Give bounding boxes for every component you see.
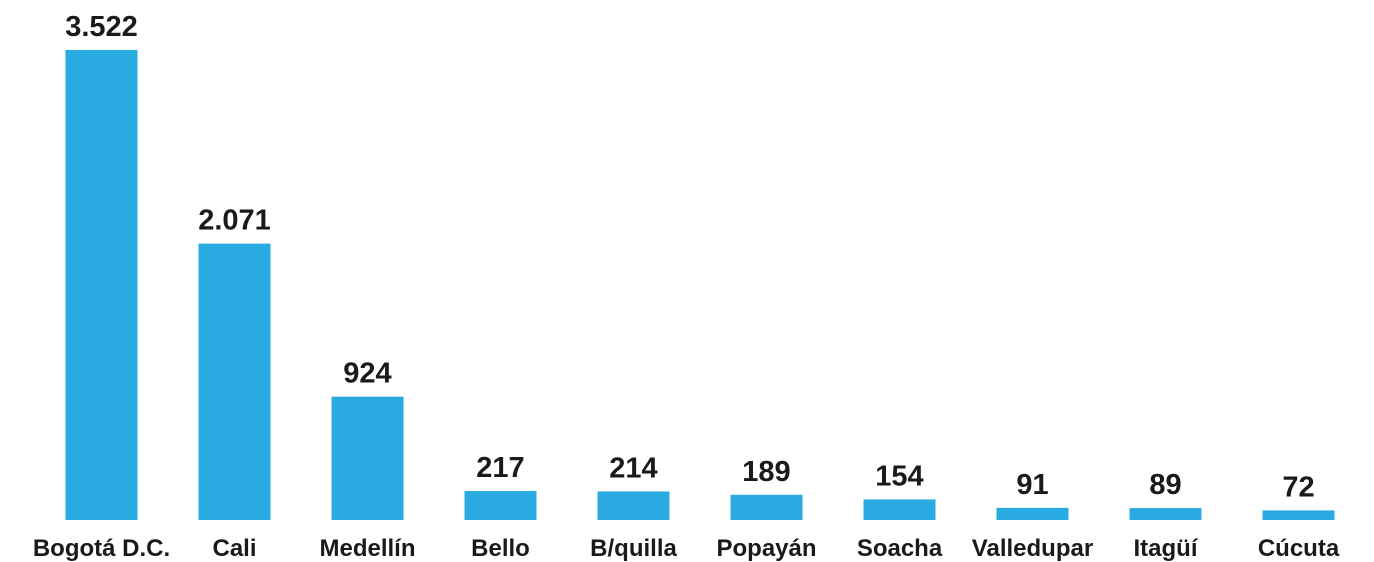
category-label: B/quilla (590, 535, 677, 562)
bar (65, 50, 138, 520)
category-label: Bogotá D.C. (33, 535, 170, 562)
value-label: 3.522 (65, 11, 138, 43)
category-label: Cali (212, 535, 256, 562)
category-label: Bello (471, 535, 530, 562)
bar (464, 491, 537, 520)
value-label: 91 (1016, 469, 1048, 501)
bar (597, 491, 670, 520)
category-label: Itagüí (1134, 535, 1199, 562)
category-label: Soacha (857, 535, 943, 562)
value-label: 154 (875, 460, 923, 492)
value-label: 2.071 (198, 205, 271, 237)
value-label: 189 (742, 456, 790, 488)
bar (1262, 510, 1335, 520)
value-label: 924 (343, 358, 391, 390)
value-label: 217 (476, 452, 524, 484)
value-label: 89 (1149, 469, 1181, 501)
bar (198, 243, 271, 520)
category-label: Cúcuta (1258, 535, 1340, 562)
bar (730, 494, 803, 520)
bar (331, 396, 404, 520)
category-label: Valledupar (972, 535, 1093, 562)
bar (996, 507, 1069, 520)
bar (1129, 508, 1202, 520)
category-label: Popayán (716, 535, 816, 562)
bar (863, 499, 936, 520)
value-label: 72 (1282, 471, 1314, 503)
category-label: Medellín (319, 535, 415, 562)
value-label: 214 (609, 452, 657, 484)
